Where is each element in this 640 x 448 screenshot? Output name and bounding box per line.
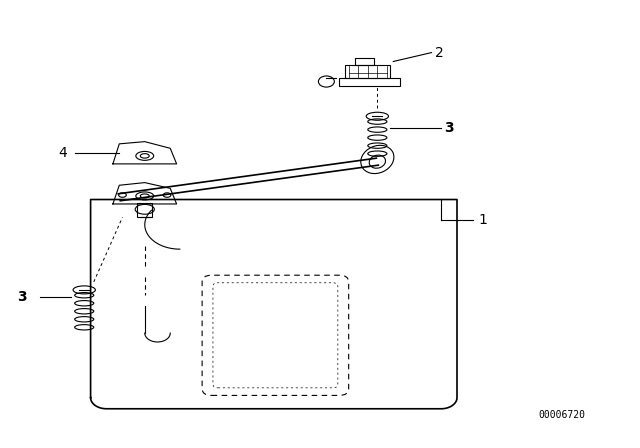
Text: 3: 3 (444, 121, 454, 135)
Text: 3: 3 (17, 290, 27, 305)
Text: 1: 1 (478, 212, 487, 227)
Bar (339, 78, 399, 86)
Text: 00006720: 00006720 (539, 410, 586, 420)
Bar (137, 203, 152, 217)
Bar (355, 58, 374, 65)
Text: 4: 4 (59, 146, 67, 160)
Bar (346, 65, 390, 78)
Text: 2: 2 (435, 46, 444, 60)
